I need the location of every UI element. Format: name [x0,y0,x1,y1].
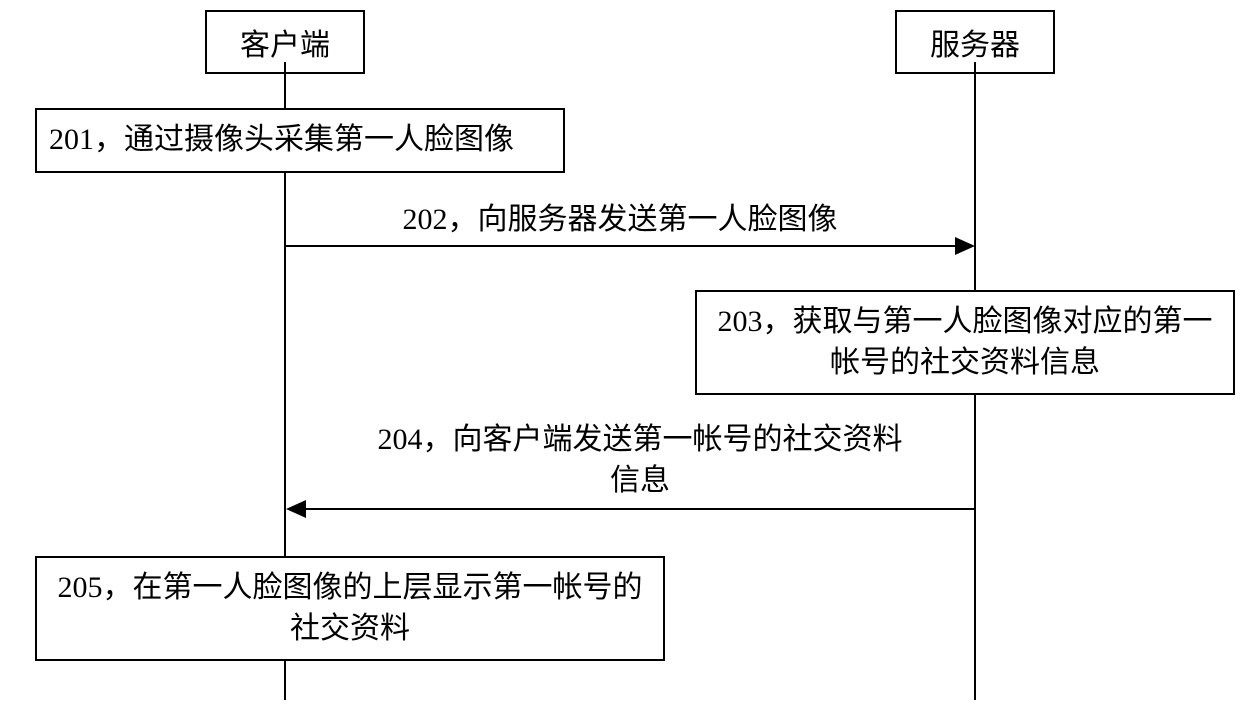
message-202-arrow-line [286,245,956,247]
actor-client-label: 客户端 [240,29,330,62]
message-204-arrow-line [305,508,974,510]
message-204-arrow-head [286,500,306,518]
step-205-text: 205，在第一人脸图像的上层显示第一帐号的社交资料 [58,571,643,645]
message-204-label: 204，向客户端发送第一帐号的社交资料信息 [370,420,910,501]
step-205-box: 205，在第一人脸图像的上层显示第一帐号的社交资料 [35,556,665,661]
message-202-label: 202，向服务器发送第一人脸图像 [375,200,865,241]
step-203-box: 203，获取与第一人脸图像对应的第一帐号的社交资料信息 [695,290,1235,395]
step-201-box: 201，通过摄像头采集第一人脸图像 [35,108,565,173]
message-204-text: 204，向客户端发送第一帐号的社交资料信息 [378,423,903,497]
sequence-diagram: 客户端 服务器 201，通过摄像头采集第一人脸图像 202，向服务器发送第一人脸… [0,0,1240,715]
message-202-arrow-head [955,237,975,255]
message-202-text: 202，向服务器发送第一人脸图像 [403,203,838,236]
step-203-text: 203，获取与第一人脸图像对应的第一帐号的社交资料信息 [718,305,1213,379]
step-201-text: 201，通过摄像头采集第一人脸图像 [49,123,514,156]
actor-server-label: 服务器 [930,29,1020,62]
